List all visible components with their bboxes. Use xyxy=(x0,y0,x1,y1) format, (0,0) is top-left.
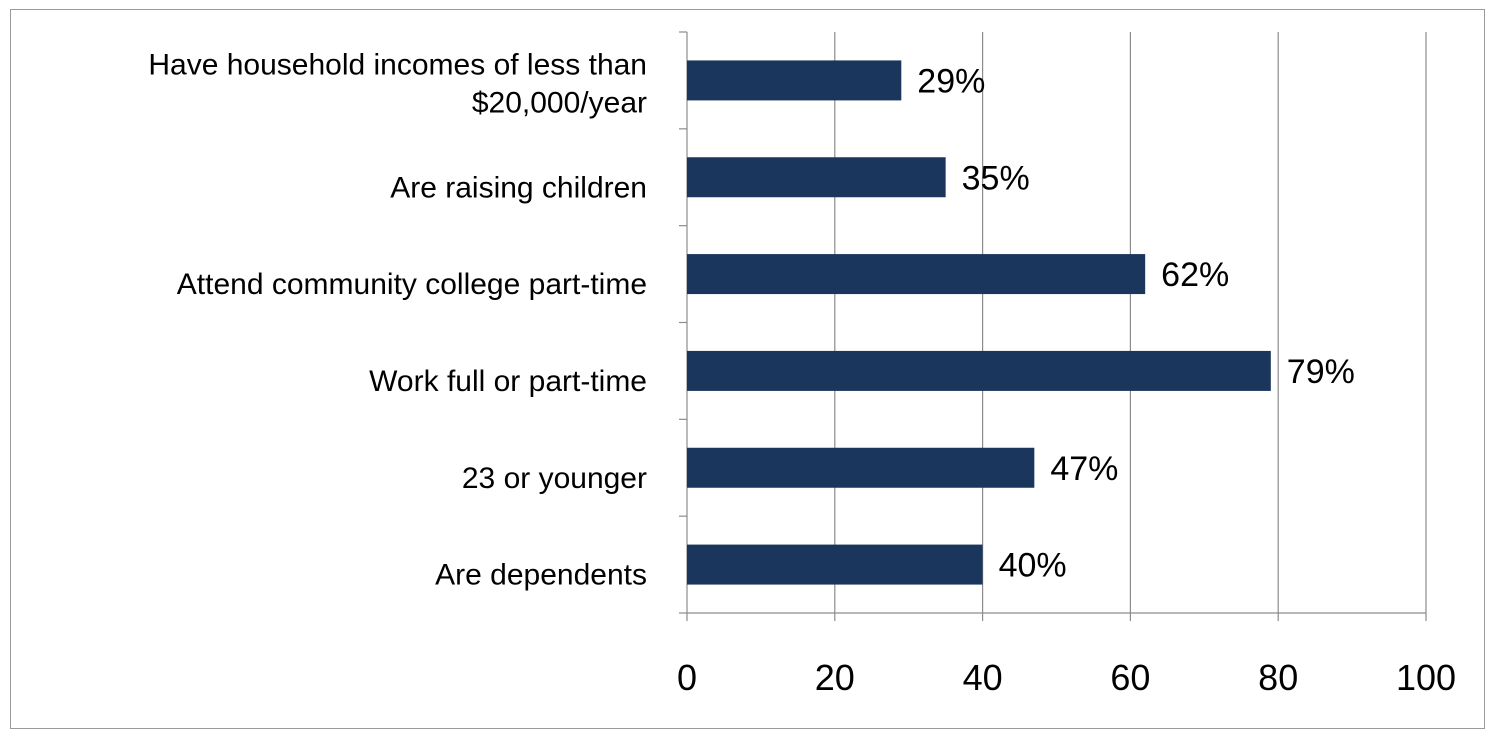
category-label-line: Are raising children xyxy=(390,171,647,204)
category-label-line: $20,000/year xyxy=(472,86,647,119)
category-label: 23 or younger xyxy=(462,462,647,495)
axes xyxy=(679,31,1427,621)
bar xyxy=(687,447,1035,488)
data-label: 40% xyxy=(999,547,1067,585)
x-tick-label: 20 xyxy=(815,657,855,698)
category-label: Work full or part-time xyxy=(369,365,647,398)
gridlines xyxy=(834,32,1427,613)
x-tick-label: 80 xyxy=(1258,657,1298,698)
category-label-line: 23 or younger xyxy=(462,462,647,495)
bar xyxy=(687,544,983,585)
data-label: 62% xyxy=(1161,256,1229,294)
data-label: 29% xyxy=(917,62,985,100)
category-label: Are raising children xyxy=(390,171,647,204)
x-tick-label: 60 xyxy=(1110,657,1150,698)
bar xyxy=(687,350,1271,391)
category-label-line: Attend community college part-time xyxy=(177,268,647,301)
category-label: Are dependents xyxy=(435,559,647,592)
x-tick-label: 100 xyxy=(1396,657,1456,698)
chart-frame: Have household incomes of less than $20,0… xyxy=(10,9,1485,729)
x-tick-label: 40 xyxy=(963,657,1003,698)
bar xyxy=(687,254,1146,295)
x-tick-label: 0 xyxy=(677,657,697,698)
data-labels: 29% 35% 62% 79% 47% 40% xyxy=(917,62,1355,584)
category-label: Attend community college part-time xyxy=(177,268,647,301)
data-label: 79% xyxy=(1287,353,1355,391)
bar xyxy=(687,60,902,101)
category-label: Have household incomes of less than $20,0… xyxy=(148,48,647,119)
x-tick-labels: 0 20 40 60 80 100 xyxy=(677,657,1456,698)
bars xyxy=(687,60,1271,585)
bar xyxy=(687,157,946,198)
data-label: 35% xyxy=(962,159,1030,197)
category-label-line: Are dependents xyxy=(435,559,647,592)
bar-chart: Have household incomes of less than $20,0… xyxy=(148,31,1456,698)
category-label-line: Have household incomes of less than xyxy=(148,48,647,81)
category-labels: Have household incomes of less than $20,0… xyxy=(148,48,647,591)
data-label: 47% xyxy=(1050,450,1118,488)
category-label-line: Work full or part-time xyxy=(369,365,647,398)
